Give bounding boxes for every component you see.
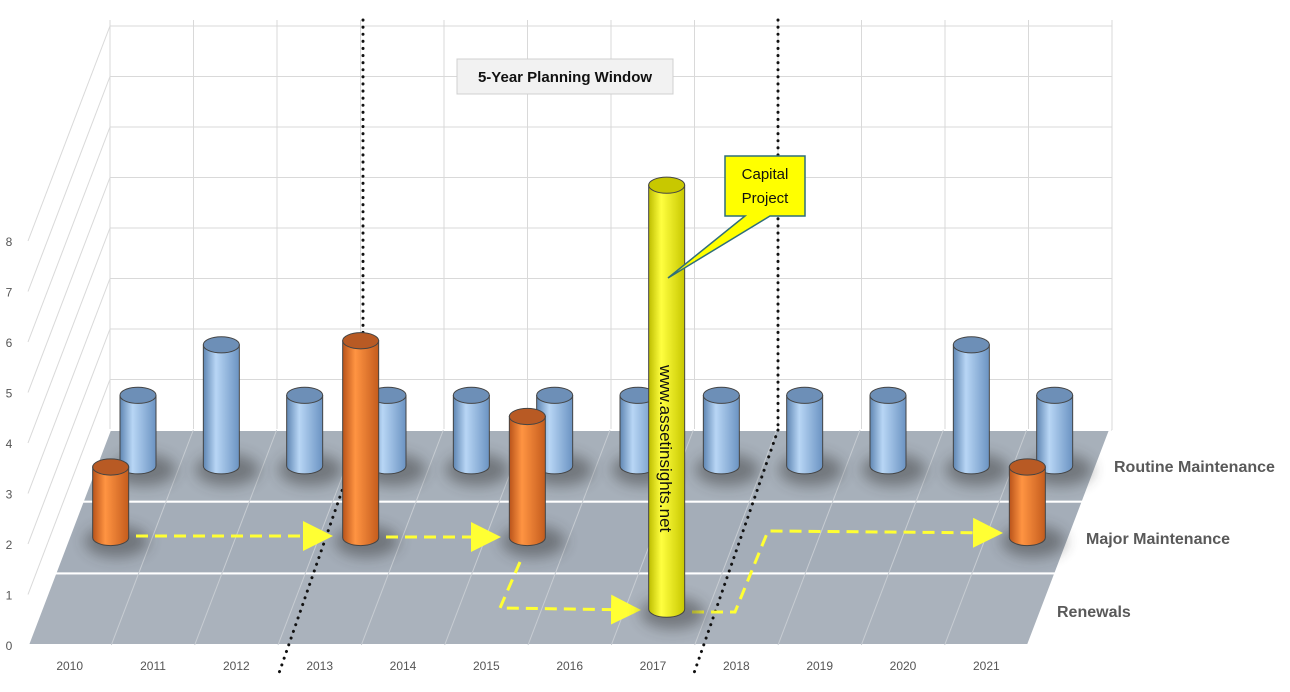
y-tick-label: 6 xyxy=(6,336,13,350)
y-tick-label: 8 xyxy=(6,235,13,249)
side-gridline xyxy=(27,76,111,292)
y-tick-label: 1 xyxy=(6,589,13,603)
routine-bar xyxy=(862,386,926,486)
title-text: 5-Year Planning Window xyxy=(478,69,652,86)
floor-layer xyxy=(26,429,1112,646)
planning-window-line xyxy=(691,428,780,678)
x-tick-label: 2017 xyxy=(640,659,667,673)
bar-top xyxy=(92,458,130,476)
bar-top xyxy=(536,386,574,404)
bar-body xyxy=(952,344,990,475)
bar-top xyxy=(952,336,990,354)
bar-body xyxy=(286,394,324,475)
label-layer: 5-Year Planning Window Capital Project www.… xyxy=(456,58,1275,621)
x-tick-label: 2021 xyxy=(973,659,1000,673)
side-gridline xyxy=(27,25,111,242)
bar-body xyxy=(1008,466,1046,547)
x-tick-label: 2012 xyxy=(223,659,250,673)
floor-gridline xyxy=(860,429,944,646)
x-tick-label: 2014 xyxy=(390,659,417,673)
x-tick-label: 2013 xyxy=(306,659,333,673)
watermark-text: www.assetinsights.net xyxy=(656,364,675,533)
floor-gridline xyxy=(777,429,861,646)
bar-body xyxy=(452,394,490,475)
bar-body xyxy=(786,394,824,475)
y-tick-label: 0 xyxy=(6,639,13,653)
bar-top xyxy=(1036,386,1074,404)
bar-top xyxy=(869,386,907,404)
callout-box xyxy=(667,155,806,279)
bar-body xyxy=(869,394,907,475)
routine-bar xyxy=(278,386,343,486)
bar-top xyxy=(508,407,546,426)
routine-maintenance-bars xyxy=(112,336,1093,486)
routine-bar xyxy=(778,386,843,486)
series-label: Major Maintenance xyxy=(1086,531,1230,548)
bar-top xyxy=(286,386,324,404)
side-gridline xyxy=(27,126,111,343)
bar-top xyxy=(119,386,157,404)
axis-layer: 0 1 2 3 4 5 6 7 8 2010 2011 2012 2013 2014 2015 2016 201… xyxy=(6,235,1000,673)
routine-bar xyxy=(1028,386,1093,486)
floor-gridline xyxy=(527,429,611,646)
work-flow-arrows xyxy=(136,517,1003,625)
x-tick-label: 2016 xyxy=(556,659,583,673)
x-tick-label: 2018 xyxy=(723,659,750,673)
flow-arrow xyxy=(692,517,1003,614)
bar-body xyxy=(702,394,740,475)
title-box xyxy=(456,58,674,95)
bar-body xyxy=(648,184,686,618)
x-tick-label: 2019 xyxy=(806,659,833,673)
bar-body xyxy=(202,344,240,475)
capital-project-callout: Capital Project xyxy=(667,155,806,279)
chart-title: 5-Year Planning Window xyxy=(456,58,674,95)
routine-bar xyxy=(195,336,260,486)
side-gridline xyxy=(27,379,111,595)
bar-top xyxy=(202,336,240,354)
side-gridline xyxy=(27,177,111,393)
renewals-bars xyxy=(640,176,705,630)
floor-gridline xyxy=(360,429,444,646)
y-tick-label: 3 xyxy=(6,488,13,502)
x-tick-label: 2015 xyxy=(473,659,500,673)
major-bar xyxy=(334,332,399,558)
flow-arrow xyxy=(497,561,641,625)
x-tick-label: 2011 xyxy=(140,659,166,673)
series-label: Renewals xyxy=(1057,604,1131,621)
bar-top xyxy=(452,386,490,404)
x-tick-label: 2020 xyxy=(890,659,917,673)
floor-gridline xyxy=(110,429,194,646)
callout-text: Capital xyxy=(742,166,789,183)
major-maintenance-bars xyxy=(84,332,1066,558)
callout-text: Project xyxy=(742,190,790,207)
major-bar xyxy=(84,458,149,558)
series-label: Routine Maintenance xyxy=(1114,459,1275,476)
major-bar xyxy=(501,407,566,558)
bar-top xyxy=(702,386,740,404)
floor-gridline xyxy=(694,429,778,646)
renewal-bar xyxy=(640,176,705,630)
bar-top xyxy=(1008,458,1046,476)
routine-bar xyxy=(695,386,760,486)
y-tick-label: 2 xyxy=(6,538,13,552)
bar-top xyxy=(342,332,380,350)
side-gridline xyxy=(27,328,111,545)
bar-top xyxy=(648,176,686,194)
routine-bar xyxy=(445,386,510,486)
x-tick-label: 2010 xyxy=(56,659,83,673)
major-bar xyxy=(1001,458,1066,558)
y-tick-label: 4 xyxy=(6,437,13,451)
y-tick-label: 7 xyxy=(6,286,13,300)
side-gridline xyxy=(27,278,111,494)
y-tick-label: 5 xyxy=(6,387,13,401)
routine-bar xyxy=(945,336,1010,486)
bar-body xyxy=(342,340,380,547)
side-gridline xyxy=(27,227,111,444)
bar-body xyxy=(508,416,546,547)
bar-top xyxy=(786,386,824,404)
bar-body xyxy=(92,466,130,547)
